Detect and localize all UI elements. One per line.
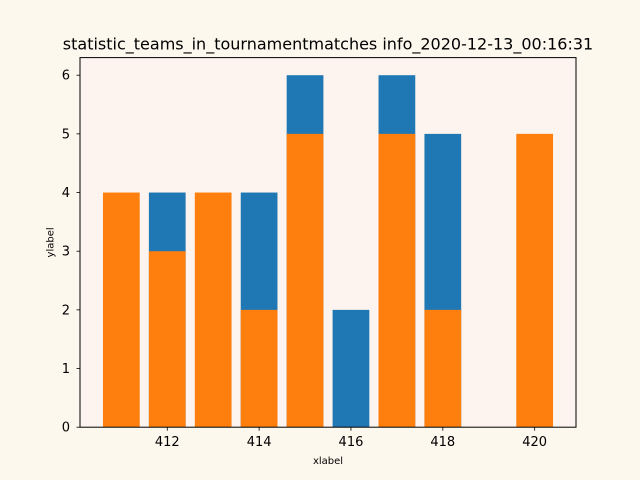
- y-axis-label: ylabel: [46, 227, 57, 257]
- y-tick-label: 1: [62, 362, 70, 377]
- y-axis-ticks: 0 1 2 3 4 5 6: [62, 69, 80, 436]
- x-axis-ticks: 412 414 416 418 420: [155, 427, 547, 450]
- bar-series-2-x-415: [286, 133, 324, 428]
- plot-frame: [79, 57, 577, 428]
- chart-title: statistic_teams_in_tournamentmatches inf…: [63, 35, 593, 55]
- y-tick-label: 3: [62, 245, 70, 260]
- x-tick-label: 420: [522, 435, 547, 450]
- y-tick-label: 4: [62, 186, 70, 201]
- x-tick-label: 416: [339, 435, 364, 450]
- x-axis-label: xlabel: [313, 456, 343, 467]
- bar-series-2-x-412: [148, 251, 186, 428]
- y-tick-label: 6: [62, 69, 70, 84]
- bar-series-2-x-418: [424, 309, 462, 428]
- y-tick-label: 5: [62, 127, 70, 142]
- y-tick-label: 2: [62, 303, 70, 318]
- x-tick-label: 414: [247, 435, 272, 450]
- bar-series-2-x-417: [378, 133, 416, 428]
- bar-series-1-x-416: [332, 309, 370, 428]
- bar-series-2-x-420: [516, 133, 554, 428]
- y-tick-label: 0: [62, 421, 70, 436]
- x-tick-label: 412: [155, 435, 180, 450]
- bar-series-2-x-414: [240, 309, 278, 428]
- bars-layer: [102, 75, 554, 428]
- x-tick-label: 418: [430, 435, 455, 450]
- bar-series-2-x-413: [194, 192, 232, 428]
- bar-series-2-x-411: [102, 192, 140, 428]
